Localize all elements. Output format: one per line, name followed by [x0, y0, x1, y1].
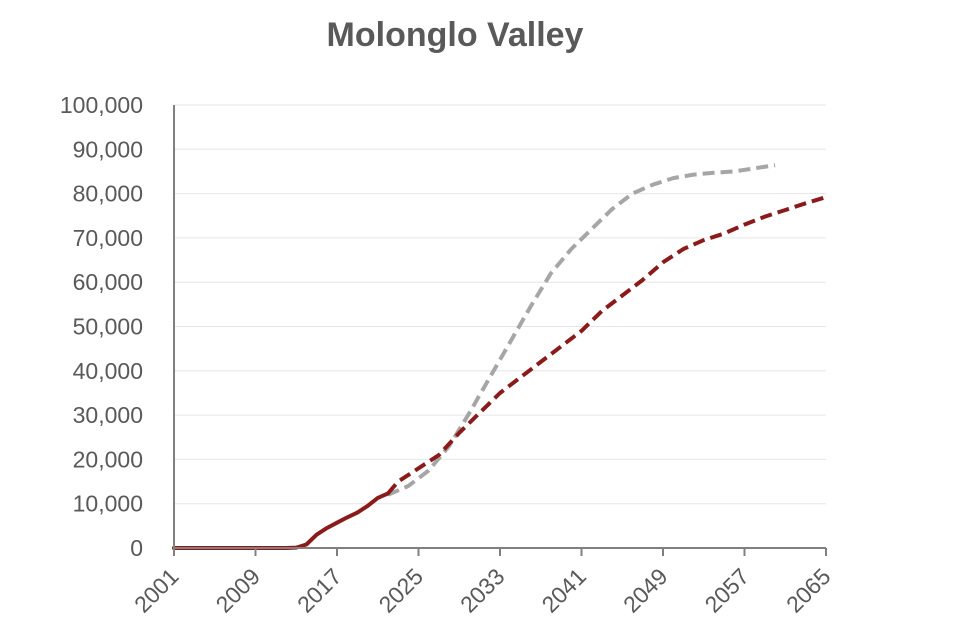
actual-line-red: [172, 491, 390, 550]
x-tick-label: 2025: [373, 563, 428, 618]
y-tick-label: 0: [130, 535, 143, 561]
series-lines: [172, 163, 827, 550]
x-axis-tick-labels: 2001 2009 2017 2025 2033 2041 2049 2057 2065: [129, 563, 836, 618]
x-tick-label: 2001: [129, 563, 184, 618]
y-tick-label: 10,000: [73, 491, 143, 517]
y-tick-label: 70,000: [73, 225, 143, 251]
y-tick-label: 90,000: [73, 136, 143, 162]
y-tick-label: 20,000: [73, 446, 143, 472]
x-tick-label: 2009: [210, 563, 265, 618]
x-tick-label: 2033: [455, 563, 510, 618]
y-tick-label: 40,000: [73, 358, 143, 384]
y-tick-label: 80,000: [73, 181, 143, 207]
projection-line-grey: [387, 163, 776, 497]
y-axis-tick-labels: 0 10,000 20,000 30,000 40,000 50,000 60,000 70,…: [60, 92, 143, 561]
y-tick-label: 60,000: [73, 269, 143, 295]
x-tick-label: 2017: [292, 563, 347, 618]
y-tick-label: 100,000: [60, 92, 143, 118]
chart-title: Molonglo Valley: [327, 16, 584, 54]
axes: [173, 105, 827, 556]
x-tick-label: 2041: [536, 563, 591, 618]
y-tick-label: 30,000: [73, 402, 143, 428]
x-tick-label: 2049: [618, 563, 673, 618]
y-tick-label: 50,000: [73, 314, 143, 340]
projection-line-red: [386, 195, 827, 495]
x-tick-label: 2065: [781, 563, 836, 618]
grid-lines: [174, 104, 826, 505]
x-tick-label: 2057: [699, 563, 754, 618]
